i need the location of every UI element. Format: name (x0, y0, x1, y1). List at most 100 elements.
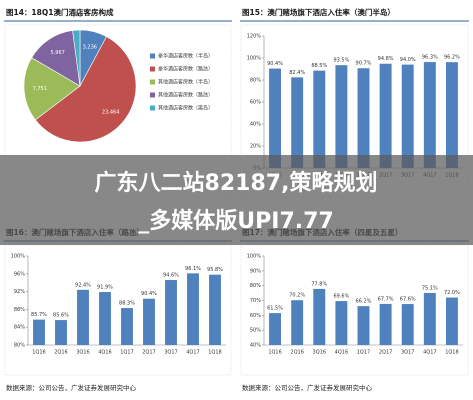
legend-label: 豪华酒店客房数（路氹） (158, 66, 213, 73)
slice-label: 23,464 (102, 110, 120, 116)
y-tick-label: 96% (14, 271, 25, 277)
value-label: 72.0% (444, 290, 460, 296)
y-tick-label: 50% (250, 328, 261, 334)
chart-title: 图15：澳门赌场旗下酒店入住率（澳门半岛） (242, 7, 395, 17)
slice-label: 873 (73, 12, 83, 18)
bar (379, 63, 392, 168)
value-label: 96.2% (444, 55, 460, 61)
y-tick-label: 20% (250, 144, 261, 150)
chart-title: 图14：18Q1澳门酒店客房构成 (6, 7, 114, 17)
value-label: 96.1% (185, 266, 201, 272)
plot-frame (240, 244, 469, 376)
y-tick-label: 80% (250, 283, 261, 289)
x-tick-label: 3Q16 (76, 350, 89, 356)
y-tick-label: 40% (250, 122, 261, 128)
y-tick-label: 92% (14, 289, 25, 295)
charts: 图14：18Q1澳门酒店客房构成 3,236 23,464 7,751 5,967 873… (4, 7, 469, 392)
x-tick-label: 3Q17 (164, 350, 177, 356)
legend-label: 其他酒店客房数（路氹） (158, 92, 213, 99)
bar (121, 308, 133, 345)
value-label: 85.6% (53, 313, 69, 319)
value-label: 95.8% (207, 267, 223, 273)
bar (269, 313, 282, 345)
x-tick-label: 2Q16 (54, 350, 67, 356)
x-tick-label: 4Q17 (423, 350, 436, 356)
value-label: 90.4% (141, 291, 157, 297)
bar (269, 68, 282, 168)
x-tick-label: 1Q16 (268, 350, 281, 356)
value-label: 91.9% (97, 285, 113, 291)
bar (379, 303, 392, 345)
y-tick-label: 60% (250, 313, 261, 319)
overlay-text: 广东八二站82187,策略规划 (95, 170, 378, 196)
legend-swatch (150, 53, 155, 59)
overlay-band (0, 155, 473, 245)
value-label: 69.6% (333, 294, 349, 300)
legend-swatch (150, 79, 155, 85)
bar (357, 306, 370, 345)
bar (33, 319, 45, 345)
y-tick-label: 80% (250, 78, 261, 84)
y-tick-label: 100% (247, 56, 262, 62)
value-label: 85.7% (31, 312, 47, 318)
bar (401, 304, 414, 345)
value-label: 88.5% (311, 63, 327, 69)
value-label: 77.8% (311, 281, 327, 287)
x-tick-label: 2Q17 (379, 350, 392, 356)
pie-slice (72, 29, 81, 87)
x-tick-label: 1Q17 (357, 350, 370, 356)
bar (401, 64, 414, 168)
y-tick-label: 120% (247, 34, 262, 40)
pie-slice (23, 57, 81, 121)
legend-swatch (150, 92, 155, 98)
bar (313, 288, 326, 345)
bar (77, 289, 89, 345)
bar (445, 297, 458, 345)
slice-label: 3,236 (83, 44, 97, 50)
value-label: 67.6% (400, 297, 416, 303)
source-note: 数据来源：公司公告，广发证券发展研究中心 (6, 383, 137, 392)
bar (445, 62, 458, 168)
value-label: 67.7% (378, 296, 394, 302)
bar (335, 65, 348, 168)
value-label: 96.3% (422, 55, 438, 61)
x-tick-label: 4Q16 (335, 350, 348, 356)
value-label: 93.5% (333, 58, 349, 64)
value-label: 61.5% (267, 306, 283, 312)
value-label: 66.2% (356, 299, 372, 305)
slice-label: 5,967 (51, 50, 65, 56)
value-label: 70.2% (289, 293, 305, 299)
bar (291, 77, 304, 168)
legend-swatch (150, 66, 155, 72)
bar (291, 300, 304, 345)
bar (99, 292, 111, 345)
overlay-text: _多媒体版UPI7.77 (138, 208, 333, 234)
bar (423, 292, 436, 345)
y-tick-label: 80% (14, 343, 25, 349)
x-tick-label: 1Q18 (208, 350, 221, 356)
y-tick-label: 90% (250, 268, 261, 274)
legend-label: 豪华酒店客房数（半岛） (158, 53, 213, 60)
value-label: 88.3% (119, 301, 135, 307)
slice-label: 7,751 (33, 86, 47, 92)
y-tick-label: 60% (250, 100, 261, 106)
y-tick-label: 84% (14, 325, 25, 331)
legend-label: 其他酒店客房数（离岛） (158, 105, 213, 112)
value-label: 92.4% (75, 282, 91, 288)
pie-slice (31, 30, 81, 87)
bar (313, 70, 326, 168)
x-tick-label: 4Q16 (98, 350, 111, 356)
bar (143, 298, 155, 345)
bar (357, 68, 370, 168)
x-tick-label: 1Q18 (445, 350, 458, 356)
value-label: 90.7% (356, 61, 372, 67)
bar (187, 273, 199, 345)
legend-swatch (150, 105, 155, 111)
bar (55, 320, 67, 345)
bar (423, 62, 436, 168)
x-tick-label: 1Q16 (32, 350, 45, 356)
value-label: 94.0% (400, 57, 416, 63)
value-label: 94.8% (378, 56, 394, 62)
source-note: 数据来源：公司公告，广发证券发展研究中心 (242, 383, 373, 392)
